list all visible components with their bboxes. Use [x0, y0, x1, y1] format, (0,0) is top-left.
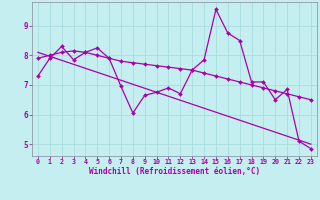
X-axis label: Windchill (Refroidissement éolien,°C): Windchill (Refroidissement éolien,°C)	[89, 167, 260, 176]
